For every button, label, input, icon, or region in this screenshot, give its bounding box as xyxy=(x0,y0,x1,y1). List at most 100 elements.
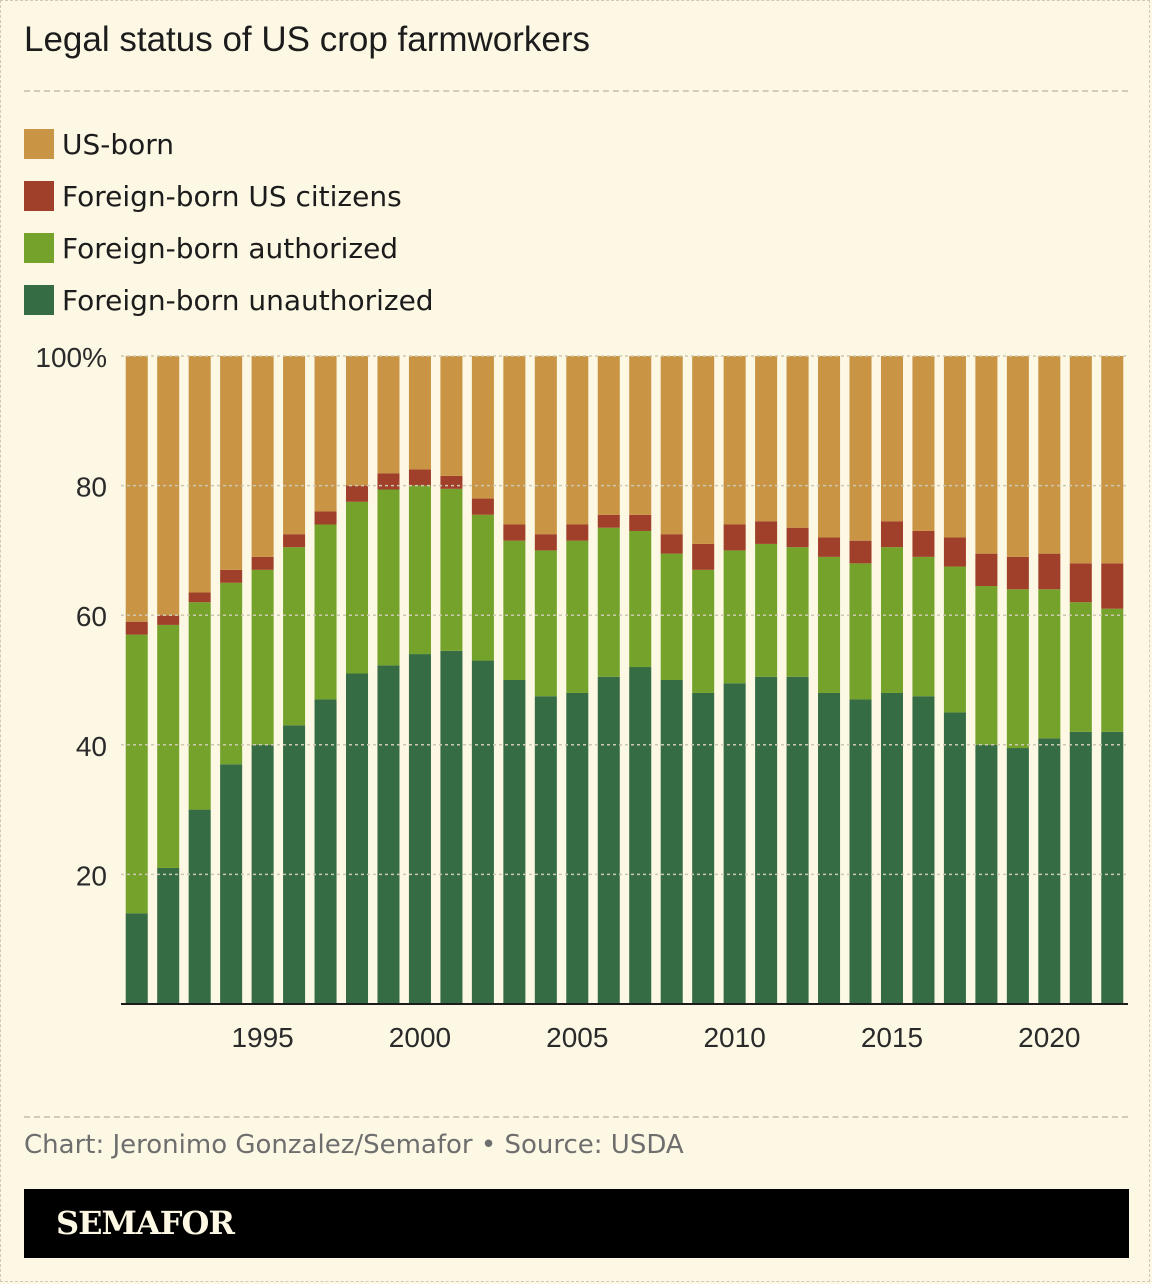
legend-label: Foreign-born unauthorized xyxy=(62,283,434,317)
bar-segment xyxy=(692,356,715,544)
bar-segment xyxy=(220,764,243,1004)
bar-segment xyxy=(818,692,841,1004)
bar-segment xyxy=(377,356,400,474)
bar-segment xyxy=(125,356,148,622)
legend-item-authorized: Foreign-born authorized xyxy=(24,222,434,274)
legend-label: Foreign-born authorized xyxy=(62,231,399,265)
bar-segment xyxy=(471,356,494,499)
bar-segment xyxy=(943,712,966,1004)
bar-segment xyxy=(786,547,809,677)
bar-segment xyxy=(534,356,557,535)
bar-segment xyxy=(408,356,431,470)
x-tick-label: 2005 xyxy=(546,1022,608,1053)
bar-segment xyxy=(629,530,652,668)
legend-item-us-born: US-born xyxy=(24,118,434,170)
bar-segment xyxy=(346,501,369,674)
bar-segment xyxy=(912,530,935,557)
bar-segment xyxy=(566,524,589,541)
bar-segment xyxy=(440,475,463,489)
bar-segment xyxy=(534,534,557,551)
bar-segment xyxy=(1006,556,1029,590)
bar-segment xyxy=(346,356,369,486)
bar-segment xyxy=(755,543,778,677)
bar-segment xyxy=(660,534,683,554)
bar-segment xyxy=(975,586,998,745)
y-tick-label: 100% xyxy=(35,342,107,373)
bar-segment xyxy=(283,547,306,726)
bar-segment xyxy=(723,524,746,551)
bar-segment xyxy=(1101,731,1124,1004)
bar-segment xyxy=(629,356,652,515)
bar-segment xyxy=(408,485,431,655)
bar-segment xyxy=(975,553,998,587)
bar-segment xyxy=(1038,553,1061,590)
legend-swatch xyxy=(24,129,54,159)
bar-segment xyxy=(346,485,369,502)
bar-segment xyxy=(1038,738,1061,1004)
bar-segment xyxy=(283,356,306,535)
bar-segment xyxy=(534,696,557,1004)
bar-segment xyxy=(377,489,400,666)
bar-segment xyxy=(1069,356,1092,564)
bar-segment xyxy=(1069,731,1092,1004)
y-tick-label: 80 xyxy=(76,472,107,503)
bar-segment xyxy=(566,692,589,1004)
divider-bottom xyxy=(24,1116,1128,1118)
bar-segment xyxy=(566,540,589,693)
bar-segment xyxy=(597,527,620,677)
legend-item-unauthorized: Foreign-born unauthorized xyxy=(24,274,434,326)
bar-segment xyxy=(503,524,526,541)
bar-segment xyxy=(408,469,431,486)
bar-segment xyxy=(597,676,620,1004)
bar-segment xyxy=(629,514,652,531)
bar-segment xyxy=(818,556,841,693)
brand-bar: SEMAFOR xyxy=(24,1189,1129,1258)
bar-segment xyxy=(283,725,306,1004)
bar-segment xyxy=(880,521,903,548)
bar-segment xyxy=(1038,589,1061,739)
bar-segment xyxy=(251,569,274,745)
bar-segment xyxy=(314,511,337,525)
bar-segment xyxy=(125,634,148,914)
bar-segment xyxy=(188,602,211,810)
bar-segment xyxy=(692,692,715,1004)
bar-segment xyxy=(503,356,526,525)
bar-segment xyxy=(440,488,463,651)
bar-segment xyxy=(283,534,306,548)
bar-segment xyxy=(534,550,557,697)
bar-segment xyxy=(566,356,589,525)
bar-segment xyxy=(220,569,243,583)
bar-segment xyxy=(440,650,463,1004)
bar-segment xyxy=(943,356,966,538)
bar-segment xyxy=(818,356,841,538)
bar-segment xyxy=(1069,602,1092,732)
bar-segment xyxy=(157,356,180,616)
bar-segment xyxy=(188,592,211,603)
bar-segment xyxy=(251,556,274,570)
bar-segment xyxy=(1101,563,1124,609)
bar-segment xyxy=(314,356,337,512)
bar-segment xyxy=(723,550,746,684)
bar-segment xyxy=(943,537,966,567)
bar-segment xyxy=(503,540,526,680)
bar-segment xyxy=(723,683,746,1004)
x-tick-label: 2010 xyxy=(703,1022,765,1053)
bar-segment xyxy=(880,547,903,693)
legend: US-born Foreign-born US citizens Foreign… xyxy=(24,118,434,326)
bar-segment xyxy=(880,692,903,1004)
bar-segment xyxy=(943,566,966,713)
bar-segment xyxy=(755,356,778,522)
legend-swatch xyxy=(24,181,54,211)
bar-segment xyxy=(1006,356,1029,557)
bar-segment xyxy=(975,356,998,554)
bar-segment xyxy=(786,527,809,548)
bar-segment xyxy=(849,540,872,564)
chart-title: Legal status of US crop farmworkers xyxy=(24,20,591,59)
bar-segment xyxy=(880,356,903,522)
bar-segment xyxy=(314,524,337,700)
bar-segment xyxy=(125,621,148,635)
bar-segment xyxy=(157,615,180,625)
bar-segment xyxy=(471,660,494,1004)
legend-label: Foreign-born US citizens xyxy=(62,179,402,213)
bar-segment xyxy=(251,744,274,1004)
